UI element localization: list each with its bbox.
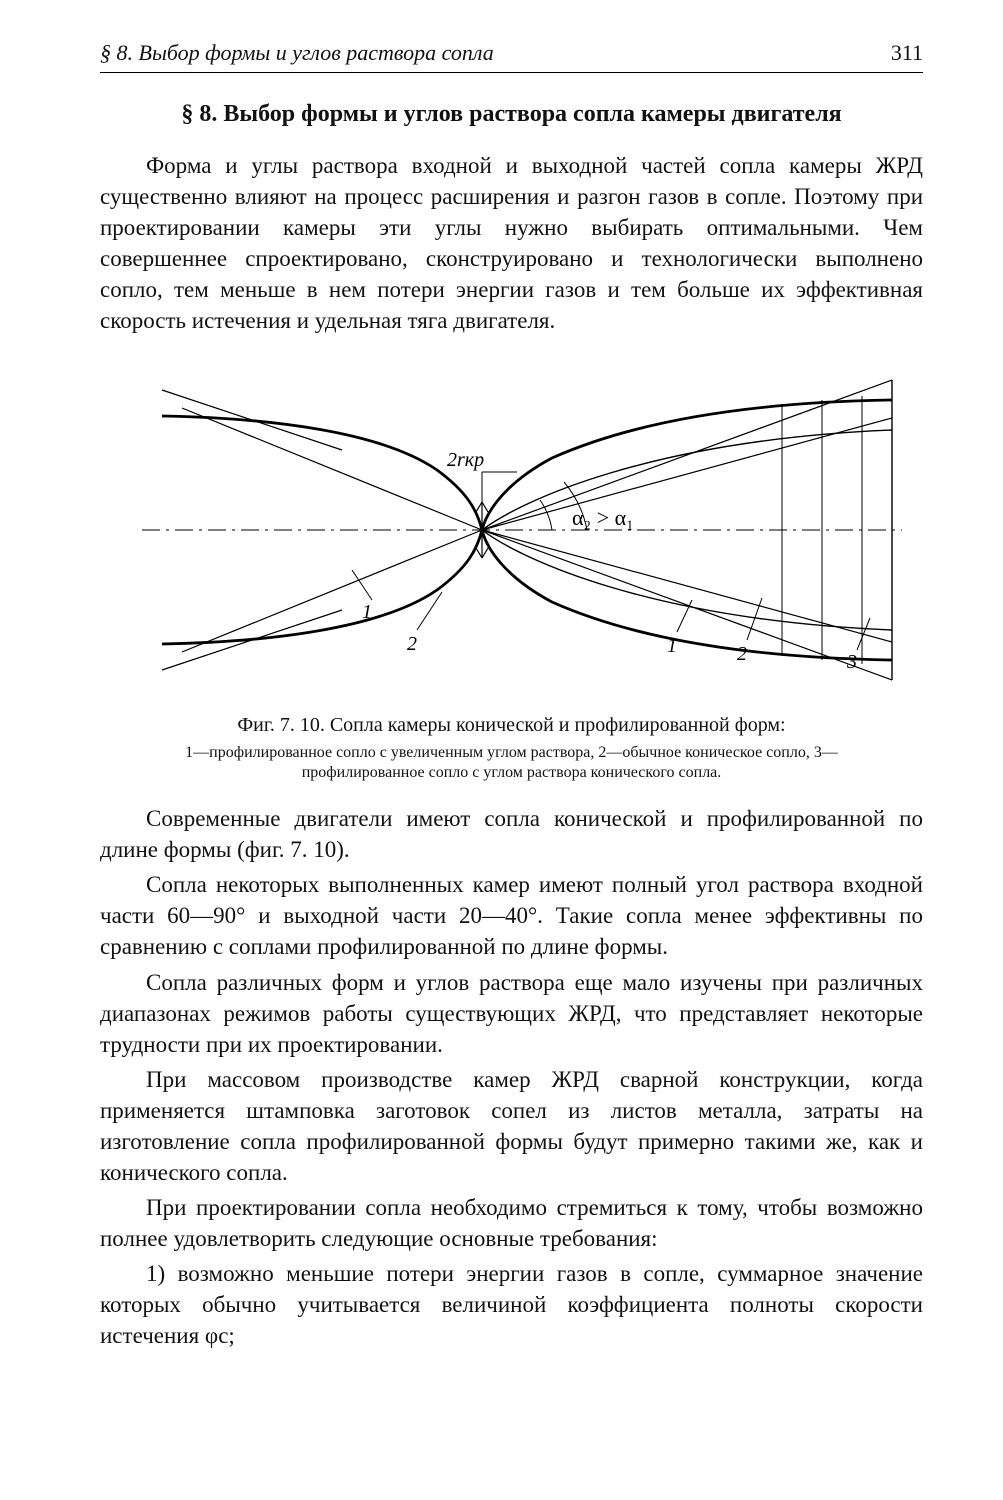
throat-radius-label: 2rкр (447, 449, 484, 471)
paragraph-4: Сопла различных форм и углов раствора ещ… (100, 967, 923, 1060)
paragraph-3: Сопла некоторых выполненных камер имеют … (100, 869, 923, 962)
page-number: 311 (891, 40, 923, 66)
nozzle-diagram: 2rкр α₂ > α₁ 1 2 1 2 3 (122, 360, 902, 700)
cone2-bot (482, 530, 892, 642)
curve3-top (482, 430, 892, 530)
figure-caption-sub: 1—профилированное сопло с увеличенным уг… (140, 743, 883, 783)
section-heading: § 8. Выбор формы и углов раствора сопла … (100, 101, 923, 128)
running-head: § 8. Выбор формы и углов раствора сопла … (100, 40, 923, 73)
marker-2-left: 2 (407, 633, 417, 655)
callout-3 (857, 618, 870, 650)
marker-1-left: 1 (362, 601, 372, 623)
callout-2a (417, 592, 442, 630)
alpha-label: α₂ > α₁ (572, 505, 634, 530)
callout-1a (352, 570, 372, 600)
paragraph-5: При массовом производстве камер ЖРД свар… (100, 1064, 923, 1188)
running-head-title: § 8. Выбор формы и углов раствора сопла (100, 40, 494, 66)
curve3-bot (482, 530, 892, 630)
marker-1-right: 1 (667, 635, 677, 657)
marker-3: 3 (846, 651, 857, 673)
marker-2-right: 2 (737, 643, 747, 665)
cone2-top (482, 418, 892, 530)
figure-7-10: 2rкр α₂ > α₁ 1 2 1 2 3 Фиг. 7. 10. Сопла… (100, 360, 923, 783)
paragraph-6: При проектировании сопла необходимо стре… (100, 1192, 923, 1254)
paragraph-2: Современные двигатели имеют сопла кониче… (100, 803, 923, 865)
requirement-1: 1) возможно меньшие потери энергии газов… (100, 1258, 923, 1351)
page: § 8. Выбор формы и углов раствора сопла … (0, 0, 1003, 1500)
paragraph-1: Форма и углы раствора входной и выходной… (100, 150, 923, 336)
figure-caption-main: Фиг. 7. 10. Сопла камеры конической и пр… (140, 714, 883, 737)
